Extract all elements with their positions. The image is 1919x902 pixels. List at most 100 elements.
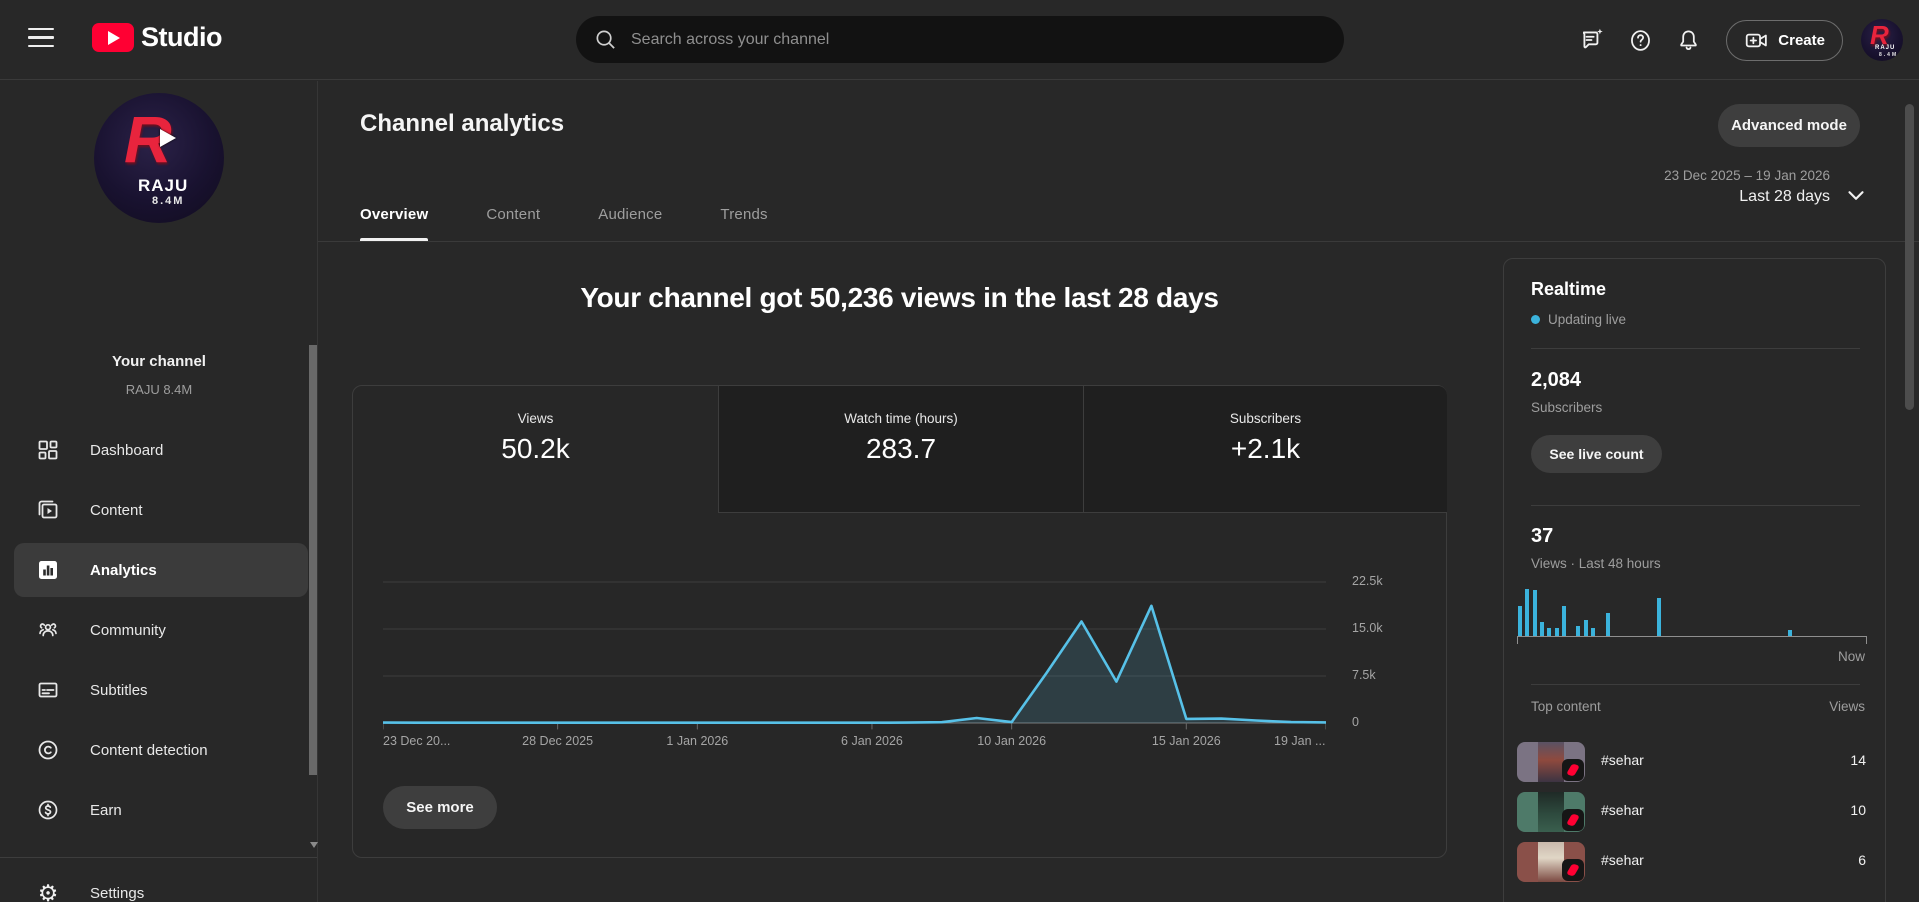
sidebar-item-dashboard[interactable]: Dashboard xyxy=(0,420,318,480)
realtime-bar xyxy=(1539,622,1545,636)
copyright-icon xyxy=(36,738,60,762)
community-icon xyxy=(36,618,60,642)
your-channel-label: Your channel xyxy=(112,353,206,370)
realtime-bar xyxy=(1576,625,1581,636)
views-headline: Your channel got 50,236 views in the las… xyxy=(580,282,1219,313)
realtime-bar xyxy=(1554,628,1559,636)
advanced-mode-button[interactable]: Advanced mode xyxy=(1718,104,1860,147)
sidebar-item-content[interactable]: Content xyxy=(0,480,318,540)
tab-content[interactable]: Content xyxy=(486,206,541,223)
date-preset: Last 28 days xyxy=(1739,188,1830,205)
last-48-hours-bar-chart[interactable] xyxy=(1517,589,1867,636)
tab-audience[interactable]: Audience xyxy=(598,206,663,223)
studio-logo-text: Studio xyxy=(141,22,222,52)
studio-logo[interactable]: Studio xyxy=(92,22,222,53)
sidebar: R RAJU 8.4M Your channel RAJU 8.4M Dashb… xyxy=(0,81,318,902)
views-line-chart[interactable] xyxy=(381,546,1328,746)
search-bar[interactable] xyxy=(576,16,1344,63)
sidebar-scrollbar[interactable] xyxy=(309,345,317,775)
sidebar-item-settings[interactable]: ⚙ Settings xyxy=(0,863,318,902)
page-title: Channel analytics xyxy=(360,110,565,137)
create-button[interactable]: Create xyxy=(1726,19,1843,61)
metric-tab-subscribers[interactable]: Subscribers +2.1k xyxy=(1083,386,1447,513)
hamburger-menu-icon[interactable] xyxy=(28,28,54,50)
x-axis-tick-label: 10 Jan 2026 xyxy=(977,734,1047,748)
shorts-icon xyxy=(1562,809,1584,831)
content-icon xyxy=(36,498,60,522)
notifications-bell-icon[interactable] xyxy=(1664,16,1712,64)
gear-icon: ⚙ xyxy=(37,879,59,902)
video-thumbnail xyxy=(1517,742,1585,782)
realtime-panel: Realtime Updating live 2,084 Subscribers… xyxy=(1503,258,1886,902)
top-content-row[interactable]: #sehar 10 xyxy=(1517,787,1874,837)
tab-overview[interactable]: Overview xyxy=(360,196,429,241)
overview-chart-card: Views 50.2k Watch time (hours) 283.7 Sub… xyxy=(352,385,1447,858)
search-input[interactable] xyxy=(631,30,1231,49)
sidebar-item-content-detection[interactable]: Content detection xyxy=(0,720,318,780)
sidebar-item-subtitles[interactable]: Subtitles xyxy=(0,660,318,720)
realtime-subscribers-label: Subscribers xyxy=(1531,400,1603,415)
date-range-text: 23 Dec 2025 – 19 Jan 2026 xyxy=(1664,168,1830,183)
top-content-header: Top content xyxy=(1531,699,1601,714)
date-range-picker[interactable]: 23 Dec 2025 – 19 Jan 2026 Last 28 days xyxy=(1520,168,1830,206)
sidebar-item-community[interactable]: Community xyxy=(0,600,318,660)
x-axis-tick-label: 1 Jan 2026 xyxy=(666,734,729,748)
active-item-highlight xyxy=(14,543,308,597)
topbar: Studio xyxy=(0,0,1919,80)
help-icon[interactable] xyxy=(1616,16,1664,64)
channel-name: RAJU 8.4M xyxy=(125,382,193,397)
topbar-actions: Create R RAJU 8.4M xyxy=(1568,0,1919,80)
shorts-icon xyxy=(1562,759,1584,781)
realtime-subscribers-value: 2,084 xyxy=(1531,369,1582,391)
shorts-icon xyxy=(1562,859,1584,881)
create-button-label: Create xyxy=(1778,31,1825,49)
divider xyxy=(1531,505,1860,506)
now-label: Now xyxy=(1837,649,1865,664)
metric-tab-watch-time[interactable]: Watch time (hours) 283.7 xyxy=(718,386,1083,513)
realtime-bar xyxy=(1547,628,1552,636)
top-content-row[interactable]: #sehar 6 xyxy=(1517,837,1874,887)
bar-chart-baseline xyxy=(1517,636,1867,637)
views-column-header: Views xyxy=(1829,699,1865,714)
y-axis-tick-label: 7.5k xyxy=(1352,668,1376,682)
x-axis-tick-label: 19 Jan ... xyxy=(1274,734,1326,748)
feedback-sparkle-icon[interactable] xyxy=(1568,16,1616,64)
channel-avatar[interactable]: R RAJU 8.4M xyxy=(94,93,224,223)
realtime-views-label: Views · Last 48 hours xyxy=(1531,556,1661,571)
create-video-icon xyxy=(1746,33,1768,47)
metric-tab-views[interactable]: Views 50.2k xyxy=(501,411,570,464)
realtime-bar xyxy=(1787,629,1792,636)
search-icon xyxy=(596,30,615,49)
realtime-bar xyxy=(1525,589,1530,636)
divider xyxy=(1531,684,1860,685)
analytics-icon xyxy=(36,558,60,582)
x-axis-tick-label: 6 Jan 2026 xyxy=(841,734,903,748)
video-thumbnail xyxy=(1517,842,1585,882)
sidebar-divider xyxy=(0,857,317,858)
x-axis-tick-label: 15 Jan 2026 xyxy=(1151,734,1221,748)
realtime-bar xyxy=(1532,590,1537,636)
page-scrollbar[interactable] xyxy=(1905,104,1914,410)
realtime-title: Realtime xyxy=(1531,279,1607,299)
chevron-down-icon[interactable] xyxy=(1843,182,1869,213)
sidebar-item-analytics[interactable]: Analytics xyxy=(0,540,318,600)
divider xyxy=(1531,348,1860,349)
sidebar-scrollbar-arrow[interactable] xyxy=(310,842,318,848)
realtime-bar xyxy=(1583,619,1588,636)
see-live-count-button[interactable]: See live count xyxy=(1531,435,1662,473)
tab-trends[interactable]: Trends xyxy=(720,206,768,223)
realtime-bar xyxy=(1605,613,1610,636)
analytics-tabs: Overview Content Audience Trends xyxy=(318,196,1919,242)
subtitles-icon xyxy=(36,678,60,702)
dashboard-icon xyxy=(36,438,60,462)
top-content-row[interactable]: #sehar 14 xyxy=(1517,737,1874,787)
sidebar-item-earn[interactable]: Earn xyxy=(0,780,318,840)
realtime-bar xyxy=(1656,597,1661,636)
account-avatar[interactable]: R RAJU 8.4M xyxy=(1861,19,1903,61)
realtime-bar xyxy=(1518,605,1523,636)
y-axis-tick-label: 0 xyxy=(1352,715,1359,729)
dollar-icon xyxy=(36,798,60,822)
see-more-button[interactable]: See more xyxy=(383,786,497,829)
x-axis-tick-label: 23 Dec 20... xyxy=(383,734,451,748)
